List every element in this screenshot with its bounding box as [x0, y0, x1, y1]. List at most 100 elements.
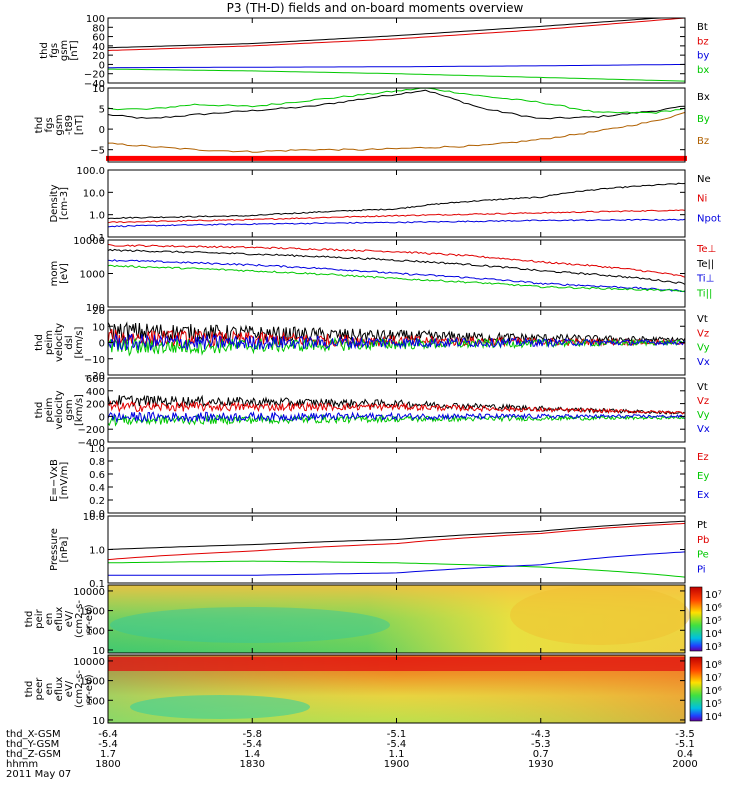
- ephemeris-value: 1.7: [100, 749, 116, 760]
- ylabel-line: gsm: [59, 40, 70, 61]
- ephemeris-value: -5.4: [242, 739, 262, 750]
- legend-efield: Ez Ey Ex: [697, 452, 709, 501]
- colorbar-tick-label: 10⁵: [705, 616, 722, 627]
- ylabel-line: velocity: [54, 390, 65, 429]
- series-line-Pe: [108, 560, 686, 578]
- ytick-label: 20: [92, 51, 105, 62]
- ytick-label: 0: [99, 125, 105, 136]
- ylabel-line: [eV]: [59, 263, 70, 284]
- ylabel-pressure: Pressure [nPa]: [49, 528, 70, 571]
- series-group: [107, 87, 686, 153]
- legend-label: Ne: [697, 174, 711, 185]
- ylabel-line: [km/s]: [74, 394, 85, 426]
- ytick-label: 400: [86, 387, 105, 398]
- ephemeris-value: -5.8: [242, 729, 262, 740]
- ytick-label: 0.1: [89, 579, 105, 590]
- ylabel-line: [mV/m]: [59, 462, 70, 500]
- ylabel-line: thd: [34, 117, 45, 134]
- ephemeris-value: 2000: [672, 759, 697, 770]
- ytick-label: 40: [92, 42, 105, 53]
- ytick-label: 10: [92, 716, 105, 727]
- legend-label: Vy: [697, 410, 710, 421]
- ytick-label: 1000: [80, 270, 105, 281]
- spectrogram-feature: [108, 657, 685, 671]
- legend-label: Vt: [697, 382, 708, 393]
- ytick-label: 10.0: [83, 188, 105, 199]
- ylabel-fgs: thd fgs gsm [nT]: [39, 40, 80, 61]
- ytick-label: 5: [99, 105, 105, 116]
- ephemeris-value: -5.3: [531, 739, 551, 750]
- legend-velocity_dsl: Vt Vz Vy Vx: [697, 314, 710, 368]
- panel-efield: E=−VxB [mV/m] Ez Ey Ex 1.0 0.8 0.6 0.4 0.2 0.0: [49, 444, 709, 520]
- ylabel-line: Pressure: [49, 528, 60, 571]
- legend-label: Ti⊥: [696, 274, 714, 285]
- legend-label: Pb: [697, 535, 709, 546]
- panel-velocity_gsm: thd peim velocity gsm [km/s] Vt Vz Vy Vx 600 400 20…: [34, 374, 710, 449]
- ylabel-line: peim: [44, 397, 55, 422]
- panel-electron_eflux: thd peer en eflux eV/(cm2-s-sr-eV)10⁸10⁷10⁶1…: [24, 654, 722, 727]
- legend-label: Vx: [697, 357, 710, 368]
- yticks-pressure: 10.0 1.0 0.1: [83, 512, 685, 590]
- series-line-Vt: [107, 321, 686, 345]
- ephemeris-value: -4.3: [531, 729, 551, 740]
- series-line-Vx: [107, 411, 686, 424]
- series-line-Pi: [108, 551, 686, 576]
- ylabel-line: thd: [39, 42, 50, 59]
- ephemeris-value: 1800: [95, 759, 120, 770]
- ytick-label: 20: [92, 306, 105, 317]
- legend-fgs_t89: Bx By Bz: [697, 92, 710, 147]
- ytick-label: 10.0: [83, 512, 105, 523]
- legend-pressure: Pt Pb Pe Pi: [697, 520, 709, 575]
- panel-velocity_dsl: thd peim velocity dsl [km/s]VtVzVyVx20100−10…: [34, 306, 710, 382]
- series-line-Ti||: [107, 264, 686, 293]
- ephemeris-value: -5.1: [387, 729, 407, 740]
- ytick-label: 60: [92, 33, 105, 44]
- ytick-label: 0.1: [89, 233, 105, 244]
- ytick-label: 10: [92, 322, 105, 333]
- ylabel-line: Density: [49, 184, 60, 222]
- ytick-label: 10000: [73, 587, 105, 598]
- ytick-label: 0.2: [89, 496, 105, 507]
- ylabel-line: peir: [34, 608, 45, 628]
- ylabel-line: [nPa]: [59, 536, 70, 562]
- ytick-label: 1000: [80, 677, 105, 688]
- ephemeris-value: 0.7: [533, 749, 549, 760]
- date-label: 2011 May 07: [6, 769, 71, 780]
- ephemeris-value: 1900: [384, 759, 409, 770]
- ytick-label: 100.0: [76, 166, 105, 177]
- figure-title: P3 (TH-D) fields and on-board moments ov…: [227, 1, 524, 15]
- series-line-Vt: [107, 394, 686, 415]
- ytick-label: 0.0: [89, 509, 105, 520]
- legend-label: Vz: [697, 328, 709, 339]
- legend-label: Vz: [697, 396, 709, 407]
- colorbar-tick-label: 10⁶: [705, 686, 722, 697]
- series-line-Pb: [107, 522, 686, 561]
- ylabel-ion_eflux: thd peir en eflux eV/(cm2-s-sr-eV): [24, 600, 95, 638]
- ylabel-line: thd: [24, 681, 35, 698]
- legend-label: Bx: [697, 92, 710, 103]
- legend-label: bx: [697, 65, 709, 76]
- ytick-label: 10000: [73, 657, 105, 668]
- ytick-label: 1.0: [89, 211, 105, 222]
- ytick-label: 0: [99, 339, 105, 350]
- colorbar: [689, 656, 703, 722]
- ytick-label: −10: [84, 355, 105, 366]
- series-line-bz: [107, 17, 686, 51]
- ylabel-line: dsl: [64, 335, 75, 349]
- ylabel-line: thd: [24, 611, 35, 628]
- ytick-label: 100: [86, 696, 105, 707]
- ytick-label: 10: [92, 646, 105, 657]
- legend-fgs: Bt bz by bx: [697, 22, 709, 76]
- ylabel-line: [km/s]: [74, 326, 85, 358]
- spectrogram-feature: [110, 607, 390, 643]
- ytick-label: −40: [84, 79, 105, 90]
- ylabel-line: thd: [34, 402, 45, 419]
- legend-label: Pe: [697, 550, 709, 561]
- ephemeris-row-label: thd_Z-GSM: [6, 749, 61, 760]
- colorbar-tick-label: 10⁷: [705, 590, 722, 601]
- ylabel-line: fgs: [49, 43, 60, 58]
- panel-ion_eflux: thd peir en eflux eV/(cm2-s-sr-eV)10⁷10⁶10⁵1…: [24, 584, 722, 657]
- ephemeris-value: 1930: [528, 759, 553, 770]
- legend-label: Npot: [697, 213, 721, 224]
